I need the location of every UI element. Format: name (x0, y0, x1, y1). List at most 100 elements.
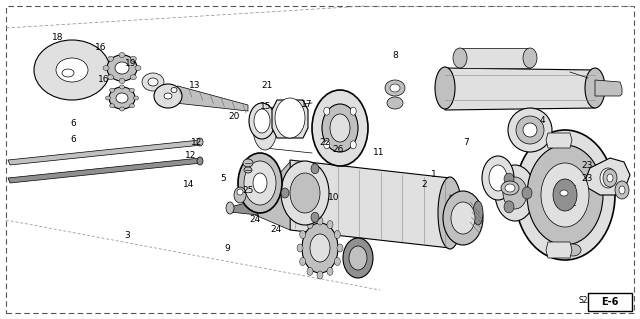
Polygon shape (168, 86, 248, 111)
Ellipse shape (290, 173, 320, 213)
Ellipse shape (302, 223, 338, 273)
Ellipse shape (505, 184, 515, 192)
Ellipse shape (109, 88, 115, 92)
Ellipse shape (226, 202, 234, 214)
Ellipse shape (148, 78, 158, 86)
Ellipse shape (134, 96, 138, 100)
Ellipse shape (106, 96, 111, 100)
Text: 16: 16 (95, 43, 106, 52)
Ellipse shape (307, 221, 313, 229)
Ellipse shape (516, 116, 544, 144)
Ellipse shape (109, 87, 135, 109)
Ellipse shape (164, 93, 172, 99)
Ellipse shape (317, 217, 323, 225)
Text: 22: 22 (319, 138, 331, 147)
Polygon shape (255, 162, 290, 230)
Ellipse shape (249, 103, 275, 139)
Ellipse shape (443, 191, 483, 245)
Ellipse shape (327, 221, 333, 229)
Ellipse shape (453, 48, 467, 68)
Text: 6: 6 (71, 135, 76, 144)
Ellipse shape (585, 68, 605, 108)
Ellipse shape (565, 244, 581, 256)
Ellipse shape (322, 104, 358, 152)
Text: 12: 12 (191, 138, 203, 147)
Ellipse shape (311, 212, 319, 222)
Polygon shape (546, 133, 572, 148)
Ellipse shape (350, 141, 356, 149)
Ellipse shape (234, 187, 246, 203)
Ellipse shape (131, 56, 136, 61)
Ellipse shape (501, 181, 519, 195)
Ellipse shape (495, 165, 535, 221)
Polygon shape (8, 140, 202, 165)
Text: 2: 2 (421, 180, 426, 189)
Ellipse shape (109, 104, 115, 108)
Ellipse shape (154, 84, 182, 108)
Polygon shape (595, 80, 622, 96)
Ellipse shape (297, 244, 303, 252)
Text: 18: 18 (52, 33, 63, 42)
Ellipse shape (515, 130, 615, 260)
Polygon shape (460, 48, 530, 68)
Ellipse shape (451, 202, 475, 234)
Ellipse shape (129, 104, 134, 108)
Ellipse shape (504, 201, 514, 213)
Ellipse shape (108, 56, 114, 61)
Ellipse shape (349, 246, 367, 270)
Ellipse shape (103, 65, 109, 70)
Text: E-6: E-6 (602, 297, 619, 307)
Ellipse shape (197, 138, 203, 146)
Polygon shape (290, 160, 450, 248)
Ellipse shape (116, 93, 128, 103)
Ellipse shape (489, 165, 507, 191)
Ellipse shape (438, 177, 462, 249)
Ellipse shape (311, 164, 319, 174)
Text: S2AAE0710A: S2AAE0710A (579, 296, 628, 305)
Ellipse shape (503, 177, 527, 209)
Ellipse shape (119, 53, 125, 57)
Text: 23: 23 (582, 161, 593, 170)
Ellipse shape (549, 134, 565, 146)
Ellipse shape (619, 186, 625, 194)
Ellipse shape (300, 231, 306, 239)
Ellipse shape (281, 188, 289, 198)
Ellipse shape (107, 55, 137, 81)
Ellipse shape (556, 187, 572, 199)
Ellipse shape (343, 238, 373, 278)
Ellipse shape (244, 167, 252, 173)
Ellipse shape (385, 80, 405, 96)
Text: 6: 6 (71, 119, 76, 128)
Ellipse shape (56, 58, 88, 82)
Text: 11: 11 (373, 148, 385, 157)
Ellipse shape (350, 107, 356, 115)
Ellipse shape (324, 107, 330, 115)
Text: 24: 24 (249, 215, 260, 224)
Ellipse shape (120, 107, 125, 111)
Bar (588, 293, 632, 311)
Ellipse shape (238, 153, 282, 213)
Text: 25: 25 (243, 186, 254, 195)
Ellipse shape (131, 75, 136, 80)
Ellipse shape (541, 163, 589, 227)
Ellipse shape (603, 169, 617, 187)
Ellipse shape (281, 161, 329, 225)
Ellipse shape (237, 189, 243, 195)
Ellipse shape (310, 234, 330, 262)
Text: 1: 1 (431, 170, 436, 179)
Text: 20: 20 (228, 112, 239, 121)
Ellipse shape (600, 168, 616, 188)
Text: 21: 21 (262, 81, 273, 90)
Ellipse shape (334, 231, 340, 239)
Ellipse shape (390, 84, 400, 92)
Ellipse shape (312, 90, 368, 166)
Ellipse shape (253, 173, 267, 193)
Ellipse shape (334, 257, 340, 265)
Ellipse shape (435, 67, 455, 109)
Text: 19: 19 (125, 59, 137, 68)
Ellipse shape (615, 181, 629, 199)
Ellipse shape (197, 157, 203, 165)
Text: 13: 13 (189, 81, 201, 90)
Ellipse shape (330, 114, 350, 142)
Ellipse shape (34, 40, 110, 100)
